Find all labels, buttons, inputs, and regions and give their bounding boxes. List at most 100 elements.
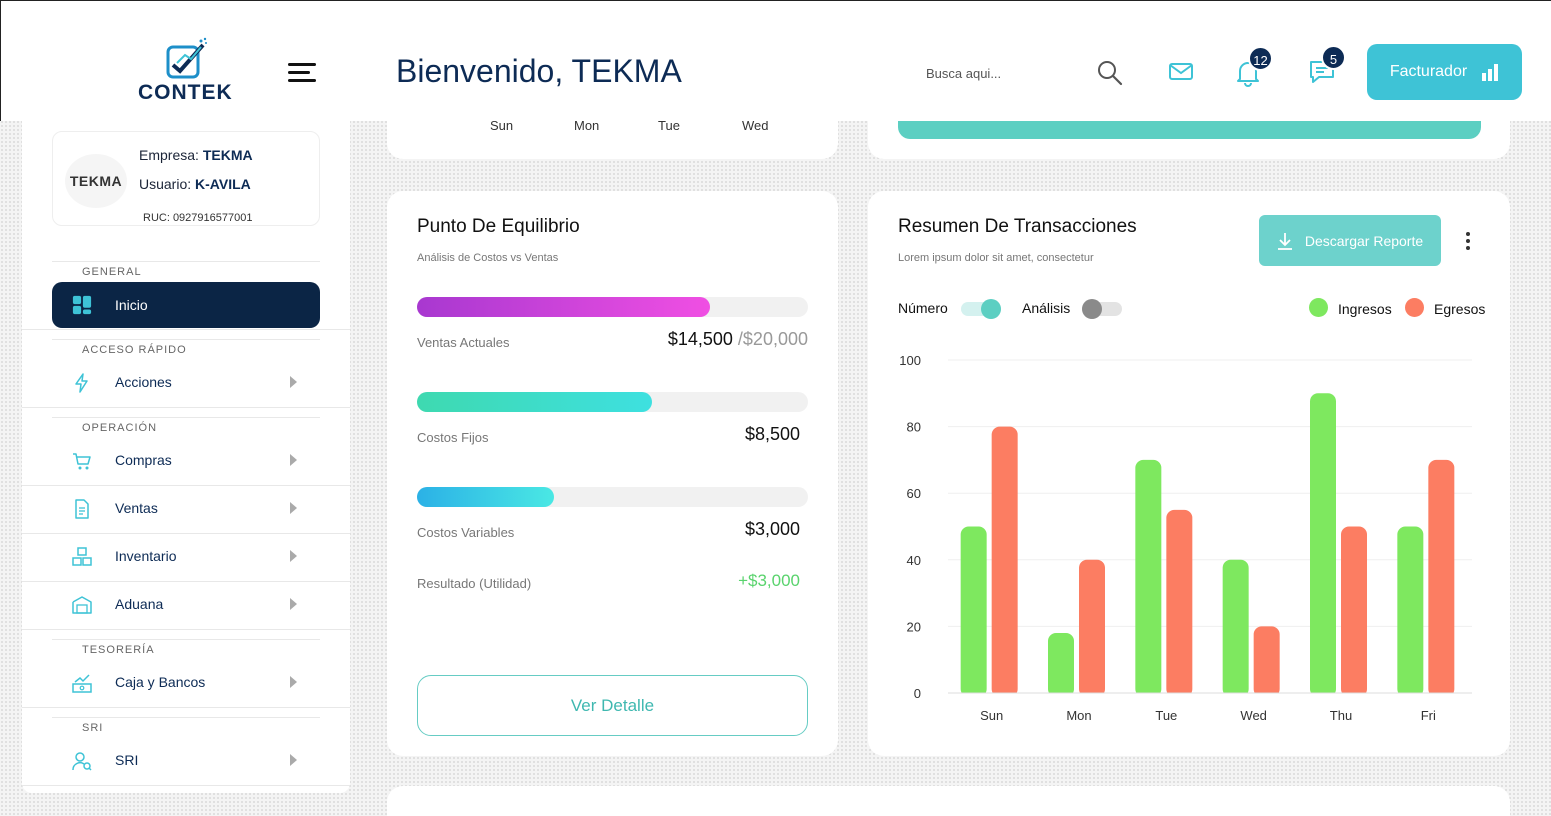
chevron-right-icon [290, 598, 297, 610]
usuario-label: Usuario: [139, 176, 192, 192]
variables-value: $3,000 [744, 519, 800, 539]
section-operacion: OPERACIÓN [82, 422, 158, 434]
sidebar-item-label: Ventas [115, 500, 158, 516]
ventas-label: Ventas Actuales [417, 335, 510, 350]
dashboard-icon [72, 295, 92, 315]
top-header: CONTEK Bienvenido, TEKMA 12 5 Facturador [0, 0, 1551, 121]
sidebar-item-compras[interactable]: Compras [52, 437, 320, 483]
bar-ingresos [960, 526, 987, 697]
equilibrio-card [387, 191, 838, 756]
ventas-value: $14,500 /$20,000 [600, 329, 808, 350]
section-tesoreria: TESORERÍA [82, 644, 155, 656]
usuario-value: K-AVILA [195, 176, 251, 192]
contek-logo[interactable]: CONTEK [137, 37, 237, 104]
ventas-amount: $14,500 [667, 329, 733, 349]
x-tick-label: Tue [1155, 708, 1177, 723]
empresa-line: Empresa: TEKMA [139, 147, 253, 163]
empresa-label: Empresa: [139, 147, 199, 163]
fijos-value: $8,500 [744, 424, 800, 444]
logo-text: CONTEK [138, 81, 233, 104]
transacciones-title: Resumen De Transacciones [898, 216, 1137, 237]
chevron-right-icon [290, 502, 297, 514]
toggle-numero[interactable] [961, 299, 1001, 319]
bar-ingresos [1397, 526, 1424, 697]
sidebar-item-label: Inventario [115, 548, 177, 564]
sidebar-item-caja-bancos[interactable]: Caja y Bancos [52, 659, 320, 705]
facturador-button[interactable]: Facturador [1367, 44, 1522, 100]
sidebar-item-inicio[interactable]: Inicio [52, 282, 320, 328]
user-search-icon [72, 752, 92, 771]
messages-badge: 5 [1321, 45, 1346, 70]
x-tick-label: Thu [1330, 708, 1352, 723]
top-day-label: Sun [490, 118, 514, 133]
chevron-right-icon [290, 676, 297, 688]
variables-progress [417, 487, 808, 507]
warehouse-icon [72, 596, 92, 614]
sidebar: TEKMA Empresa: TEKMA Usuario: K-AVILA RU… [22, 121, 350, 793]
sidebar-item-ventas[interactable]: Ventas [52, 485, 320, 531]
bar-egresos [1428, 459, 1455, 697]
toggle-analisis-label: Análisis [1022, 300, 1071, 316]
search-icon[interactable] [1096, 59, 1124, 87]
equilibrio-title: Punto De Equilibrio [417, 216, 580, 237]
bar-ingresos [1222, 559, 1249, 697]
sidebar-item-sri[interactable]: SRI [52, 737, 320, 783]
fijos-progress [417, 392, 808, 412]
toggle-analisis[interactable] [1082, 299, 1122, 319]
legend-ingresos: Ingresos [1338, 301, 1392, 317]
x-tick-label: Wed [1240, 708, 1267, 723]
download-icon [1277, 232, 1292, 250]
sidebar-item-label: SRI [115, 752, 139, 768]
descargar-reporte-button[interactable]: Descargar Reporte [1259, 215, 1441, 266]
y-tick-label: 60 [907, 486, 921, 501]
variables-progress-fill [417, 487, 554, 507]
facturador-label: Facturador [1389, 63, 1468, 80]
sidebar-item-label: Caja y Bancos [115, 674, 206, 690]
ruc-text: RUC: 0927916577001 [143, 212, 253, 224]
ventas-progress-fill [417, 297, 711, 317]
sidebar-item-acciones[interactable]: Acciones [52, 359, 320, 405]
chevron-right-icon [290, 454, 297, 466]
y-tick-label: 100 [899, 353, 921, 368]
bottom-card [387, 786, 1510, 816]
y-tick-label: 20 [907, 619, 921, 634]
cash-chart-icon [72, 674, 92, 693]
fijos-progress-fill [417, 392, 652, 412]
transactions-bar-chart: 0 20 40 60 80 100 Sun Mon Tue Wed Thu Fri [899, 353, 1474, 723]
resultado-value: +$3,000 [738, 571, 800, 590]
empresa-value: TEKMA [202, 147, 253, 163]
x-tick-label: Fri [1421, 708, 1436, 723]
boxes-icon [72, 547, 92, 566]
bar-egresos [991, 426, 1018, 697]
sidebar-item-aduana[interactable]: Aduana [52, 581, 320, 627]
bar-ingresos [1135, 459, 1162, 697]
bolt-icon [75, 373, 88, 393]
x-tick-label: Mon [1066, 708, 1091, 723]
bar-egresos [1341, 526, 1367, 697]
sidebar-item-inventario[interactable]: Inventario [52, 533, 320, 579]
y-tick-label: 40 [907, 553, 921, 568]
top-day-label: Mon [574, 118, 600, 133]
sidebar-item-label: Inicio [115, 297, 148, 313]
bar-ingresos [1310, 393, 1336, 697]
ver-detalle-button[interactable]: Ver Detalle [417, 675, 808, 736]
sidebar-item-label: Acciones [115, 374, 172, 390]
sidebar-item-label: Aduana [115, 596, 164, 612]
page-title: Bienvenido, TEKMA [396, 53, 682, 89]
bar-baseline-mask [946, 693, 1474, 701]
bar-egresos [1166, 509, 1193, 697]
menu-toggle-icon[interactable] [288, 63, 316, 87]
section-general: GENERAL [82, 266, 142, 278]
ventas-progress [417, 297, 808, 317]
y-tick-label: 80 [907, 420, 921, 435]
cart-icon [73, 453, 91, 470]
bar-egresos [1253, 626, 1280, 697]
legend-ingresos-dot [1309, 298, 1328, 317]
transacciones-subtitle: Lorem ipsum dolor sit amet, consectetur [898, 252, 1094, 264]
search-input[interactable] [926, 59, 1076, 87]
contek-logo-icon [166, 37, 207, 79]
company-card: TEKMA Empresa: TEKMA Usuario: K-AVILA RU… [52, 131, 320, 226]
more-options-icon[interactable] [1464, 232, 1472, 252]
mail-icon[interactable] [1168, 61, 1194, 83]
bar-egresos [1079, 559, 1105, 697]
